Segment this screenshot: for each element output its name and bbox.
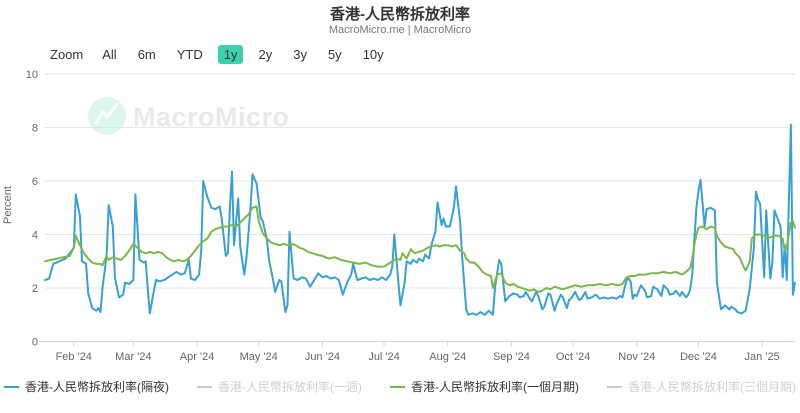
range-button-all[interactable]: All bbox=[102, 47, 117, 62]
y-tick-label: 4 bbox=[32, 230, 38, 242]
y-tick-label: 8 bbox=[32, 123, 38, 135]
x-tick-label: Jun '24 bbox=[305, 351, 340, 363]
chart-subtitle: MacroMicro.me | MacroMicro bbox=[328, 24, 472, 36]
range-button-1y[interactable]: 1y bbox=[217, 45, 244, 64]
legend-item-3month[interactable]: 香港-人民幣拆放利率(三個月期) bbox=[607, 378, 796, 395]
range-button-10y[interactable]: 10y bbox=[362, 47, 384, 62]
range-selector: Zoom All 6m YTD 1y 2y 3y 5y 10y bbox=[50, 45, 390, 64]
zoom-label: Zoom bbox=[50, 47, 84, 62]
legend-label: 香港-人民幣拆放利率(一週) bbox=[218, 380, 362, 394]
range-button-2y[interactable]: 2y bbox=[258, 47, 273, 62]
x-tick-label: Mar '24 bbox=[115, 351, 151, 363]
x-tick-label: Nov '24 bbox=[618, 351, 655, 363]
range-button-ytd[interactable]: YTD bbox=[176, 47, 203, 62]
series-line-0 bbox=[44, 123, 796, 316]
legend-dash-overnight-icon bbox=[4, 385, 19, 388]
x-tick-label: Aug '24 bbox=[429, 351, 466, 363]
watermark-zigzag-icon bbox=[94, 102, 119, 125]
x-tick-label: Sep '24 bbox=[493, 351, 530, 363]
x-tick-label: Jul '24 bbox=[368, 351, 399, 363]
page-title: 香港-人民幣拆放利率 bbox=[330, 6, 470, 23]
legend-dash-1month-icon bbox=[390, 385, 405, 388]
x-tick-label: Jan '25 bbox=[745, 351, 780, 363]
range-button-5y[interactable]: 5y bbox=[327, 47, 342, 62]
y-tick-label: 0 bbox=[32, 337, 38, 349]
x-tick-label: Dec '24 bbox=[680, 351, 717, 363]
watermark-text: MacroMicro bbox=[133, 102, 290, 132]
legend-item-1month[interactable]: 香港-人民幣拆放利率(一個月期) bbox=[390, 378, 579, 395]
legend-dash-1week-icon bbox=[197, 385, 212, 388]
legend-item-overnight[interactable]: 香港-人民幣拆放利率(隔夜) bbox=[4, 378, 169, 395]
legend-dash-3month-icon bbox=[607, 385, 622, 388]
y-tick-label: 6 bbox=[32, 176, 38, 188]
legend-label: 香港-人民幣拆放利率(隔夜) bbox=[25, 380, 169, 394]
legend-label: 香港-人民幣拆放利率(三個月期) bbox=[628, 380, 796, 394]
x-tick-label: Feb '24 bbox=[56, 351, 92, 363]
range-button-3y[interactable]: 3y bbox=[293, 47, 307, 62]
x-tick-label: Apr '24 bbox=[180, 351, 215, 363]
x-tick-label: May '24 bbox=[240, 351, 278, 363]
series-line-2 bbox=[44, 205, 796, 293]
legend-item-1week[interactable]: 香港-人民幣拆放利率(一週) bbox=[197, 378, 362, 395]
legend-label: 香港-人民幣拆放利率(一個月期) bbox=[411, 380, 579, 394]
y-tick-label: 2 bbox=[32, 283, 38, 295]
x-tick-label: Oct '24 bbox=[556, 351, 591, 363]
chart-legend: 香港-人民幣拆放利率(隔夜) 香港-人民幣拆放利率(一週) 香港-人民幣拆放利率… bbox=[0, 378, 800, 395]
y-tick-label: 10 bbox=[26, 69, 38, 81]
range-button-6m[interactable]: 6m bbox=[137, 47, 156, 62]
